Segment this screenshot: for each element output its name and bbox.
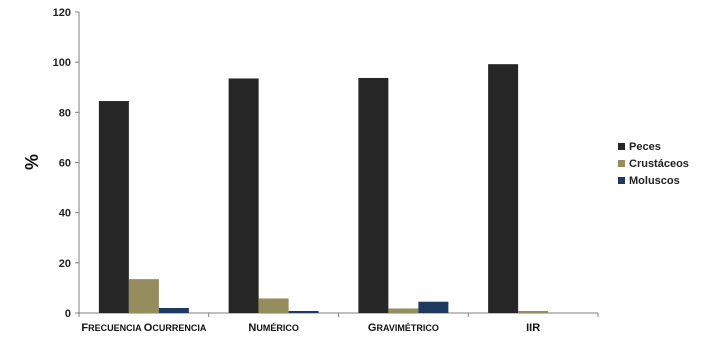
y-tick-label: 80 (59, 107, 71, 119)
x-category-label: IIR (526, 322, 540, 334)
y-axis: 0 20 40 60 80 100 120 (53, 7, 80, 320)
bar-moluscos-0 (158, 307, 189, 313)
bar-moluscos-1 (288, 310, 319, 313)
x-category-label-part: CURRENCIA (152, 323, 207, 333)
x-category-label: FRECUENCIA OCURRENCIA (81, 322, 206, 334)
bar-peces-3 (488, 64, 519, 313)
y-tick-label: 120 (53, 7, 71, 19)
legend-swatch (618, 143, 625, 150)
bar-peces-0 (98, 101, 129, 313)
x-category-label-part: N (248, 322, 256, 334)
bar-crustaceos-1 (258, 298, 289, 313)
bar-peces-1 (228, 78, 259, 314)
x-category-label-part: O (144, 322, 153, 334)
legend: Peces Crustáceos Moluscos (618, 141, 689, 187)
bar-crustaceos-3 (518, 310, 549, 313)
x-category-label: NUMÉRICO (248, 322, 298, 334)
x-category-label-part: RAVIMÉTRICO (376, 323, 438, 333)
x-category-label-part: F (81, 322, 88, 334)
legend-label: Moluscos (629, 175, 680, 187)
x-category-label-part: IIR (526, 322, 540, 334)
y-tick-label: 0 (65, 308, 71, 320)
x-category-label: GRAVIMÉTRICO (368, 322, 439, 334)
bar-peces-2 (358, 77, 389, 313)
x-axis: FRECUENCIA OCURRENCIA NUMÉRICO GRAVIMÉTRIC… (78, 312, 599, 334)
bars (98, 64, 549, 314)
y-tick-label: 60 (59, 158, 71, 170)
legend-swatch (618, 177, 625, 184)
x-category-label-part: UMÉRICO (256, 323, 299, 333)
x-category-label-part: G (368, 322, 377, 334)
y-tick-label: 20 (59, 258, 71, 270)
y-tick-label: 40 (59, 208, 71, 220)
y-tick-label: 100 (53, 57, 71, 69)
legend-label: Peces (629, 141, 661, 153)
legend-swatch (618, 160, 625, 167)
legend-label: Crustáceos (629, 158, 689, 170)
bar-moluscos-2 (418, 301, 449, 313)
bar-crustaceos-2 (388, 308, 419, 313)
bar-crustaceos-0 (128, 279, 159, 313)
y-axis-label: % (22, 154, 42, 170)
x-category-label-part: RECUENCIA (88, 323, 144, 333)
